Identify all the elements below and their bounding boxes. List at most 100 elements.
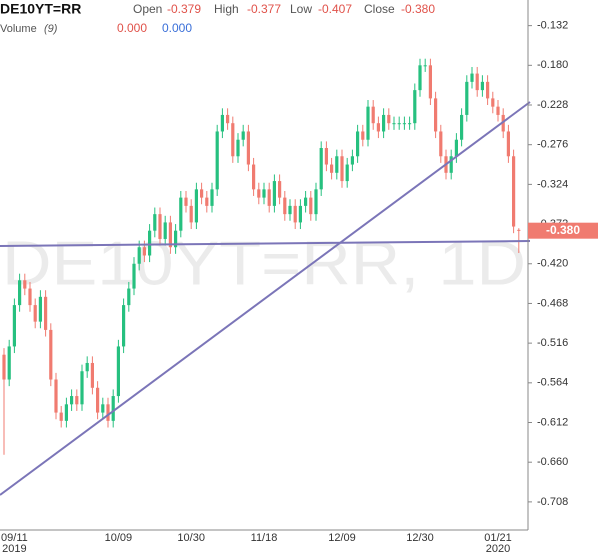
candle-body xyxy=(371,106,375,124)
candle-body xyxy=(168,222,172,248)
candle-body xyxy=(23,280,27,289)
candle-body xyxy=(418,65,422,91)
candle-body xyxy=(257,189,261,198)
y-tick-label: -0.228 xyxy=(537,99,568,111)
x-tick-label: 11/18 xyxy=(251,532,278,544)
symbol-title: DE10YT=RR xyxy=(0,1,81,17)
candle-body xyxy=(314,189,318,215)
candle-body xyxy=(28,288,32,306)
y-tick-label: -0.420 xyxy=(537,258,568,270)
candle-body xyxy=(283,197,287,215)
candle-body xyxy=(423,65,427,67)
candle-body xyxy=(101,404,105,413)
candle-body xyxy=(272,181,276,206)
candle-body xyxy=(361,131,365,140)
candle-body xyxy=(194,189,198,223)
y-tick-label: -0.660 xyxy=(537,456,568,468)
candle-body xyxy=(96,387,100,413)
ohlc-legend: Open -0.379 High -0.377 Low -0.407 Close -0.380 xyxy=(133,2,435,16)
x-year-label: 2019 xyxy=(2,543,26,555)
ohlc-name: High xyxy=(214,2,239,16)
candle-body xyxy=(33,305,37,322)
candle-body xyxy=(376,123,380,132)
candle-body xyxy=(449,156,453,173)
x-year-label: 2020 xyxy=(486,543,510,555)
ohlc-value: -0.407 xyxy=(318,2,352,16)
candle-body xyxy=(408,123,412,125)
candle-body xyxy=(106,404,110,421)
candle-body xyxy=(210,189,214,206)
volume-value: 0.000 xyxy=(162,21,192,35)
y-tick-label: -0.564 xyxy=(537,377,568,389)
candle-body xyxy=(246,131,250,165)
volume-values: 0.000 0.000 xyxy=(117,21,192,35)
candle-body xyxy=(262,189,266,198)
candle-body xyxy=(231,123,235,157)
candle-body xyxy=(397,123,401,125)
trend-line xyxy=(0,101,531,496)
candle-body xyxy=(2,354,6,380)
candle-body xyxy=(122,305,126,347)
last-price-tag xyxy=(528,222,598,239)
candle-body xyxy=(330,164,334,173)
ohlc-value: -0.379 xyxy=(167,2,201,16)
candle-body xyxy=(288,205,292,215)
candle-body xyxy=(387,114,391,124)
candle-body xyxy=(132,263,136,289)
volume-label: Volume xyxy=(0,23,37,35)
candle-body xyxy=(392,123,396,125)
candle-body xyxy=(324,148,328,165)
last-price-label: -0.380 xyxy=(546,223,580,237)
y-tick-label: -0.516 xyxy=(537,337,568,349)
candle-body xyxy=(517,229,521,231)
candle-body xyxy=(80,371,84,405)
candle-body xyxy=(293,205,297,223)
candle-body xyxy=(75,396,79,405)
candle-body xyxy=(142,247,146,256)
y-tick-label: -0.612 xyxy=(537,416,568,428)
candle-body xyxy=(366,106,370,140)
candle-body xyxy=(90,362,94,388)
candle-body xyxy=(85,362,89,372)
candle-body xyxy=(465,81,469,115)
candle-body xyxy=(350,156,354,165)
candle-body xyxy=(158,214,162,239)
candle-body xyxy=(59,412,63,421)
candles xyxy=(2,58,521,455)
candle-body xyxy=(345,164,349,182)
candle-body xyxy=(304,197,308,206)
trend-line xyxy=(0,240,531,247)
candle-body xyxy=(491,98,495,107)
candle-body xyxy=(428,65,432,99)
candle-body xyxy=(402,123,406,125)
candle-body xyxy=(111,396,115,421)
candle-body xyxy=(179,197,183,231)
candle-body xyxy=(18,280,22,306)
ohlc-value: -0.380 xyxy=(401,2,435,16)
y-tick-label: -0.708 xyxy=(537,496,568,508)
candle-body xyxy=(460,114,464,140)
candle-body xyxy=(54,379,58,413)
candle-body xyxy=(200,189,204,198)
candle-body xyxy=(226,114,230,124)
candle-body xyxy=(439,131,443,157)
candle-body xyxy=(215,131,219,190)
candle-body xyxy=(163,222,167,239)
y-tick-label: -0.132 xyxy=(537,20,568,32)
y-tick-label: -0.180 xyxy=(537,59,568,71)
candle-body xyxy=(309,197,313,215)
candle-body xyxy=(116,346,120,397)
ohlc-name: Close xyxy=(364,2,395,16)
candle-body xyxy=(267,189,271,206)
ohlc-value: -0.377 xyxy=(247,2,281,16)
watermark: DE10YT=RR, 1D xyxy=(2,229,526,298)
candle-body xyxy=(189,205,193,223)
candle-body xyxy=(501,114,505,132)
candle-body xyxy=(475,73,479,91)
candle-body xyxy=(70,396,74,405)
candle-body xyxy=(278,181,282,198)
candle-body xyxy=(356,131,360,157)
candle-body xyxy=(454,139,458,157)
candle-body xyxy=(512,156,516,227)
ohlc-name: Low xyxy=(290,2,312,16)
